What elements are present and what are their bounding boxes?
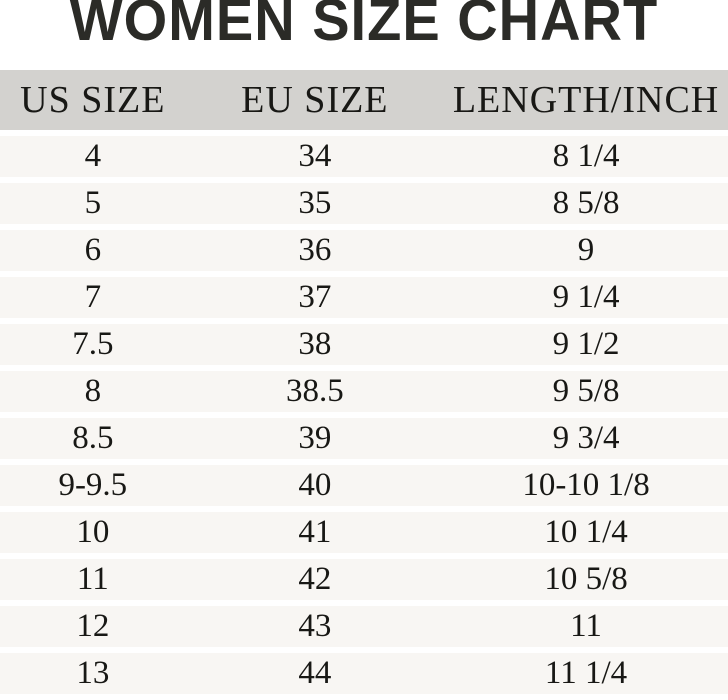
table-cell: 43 (185, 606, 445, 647)
table-cell: 37 (185, 277, 445, 318)
table-row: 6 36 9 (0, 230, 728, 271)
column-header-us-size: US SIZE (0, 70, 186, 130)
column-header-eu-size: EU SIZE (185, 70, 445, 130)
table-cell: 8 (0, 371, 186, 412)
table-cell: 40 (185, 465, 445, 506)
table-row: 10 41 10 1/4 (0, 512, 728, 553)
table-cell: 38.5 (185, 371, 445, 412)
table-cell: 35 (185, 183, 445, 224)
column-header-length-inch: LENGTH/INCH (444, 70, 728, 130)
table-cell: 8.5 (0, 418, 186, 459)
table-cell: 6 (0, 230, 186, 271)
table-cell: 36 (185, 230, 445, 271)
table-row: 4 34 8 1/4 (0, 136, 728, 177)
header-row: US SIZE EU SIZE LENGTH/INCH (0, 70, 728, 130)
table-cell: 9 (444, 230, 728, 271)
table-cell: 41 (185, 512, 445, 553)
table-cell: 44 (185, 653, 445, 694)
table-row: 12 43 11 (0, 606, 728, 647)
table-row: 8 38.5 9 5/8 (0, 371, 728, 412)
table-cell: 9-9.5 (0, 465, 186, 506)
table-cell: 13 (0, 653, 186, 694)
table-row: 7.5 38 9 1/2 (0, 324, 728, 365)
table-cell: 39 (185, 418, 445, 459)
table-cell: 38 (185, 324, 445, 365)
table-cell: 9 3/4 (444, 418, 728, 459)
table-cell: 7.5 (0, 324, 186, 365)
table-cell: 10 5/8 (444, 559, 728, 600)
table-cell: 9 1/4 (444, 277, 728, 318)
table-cell: 11 (444, 606, 728, 647)
table-row: 5 35 8 5/8 (0, 183, 728, 224)
table-cell: 11 (0, 559, 186, 600)
size-table-body: 4 34 8 1/4 5 35 8 5/8 6 36 9 7 37 9 1/4 7.5 38 9 1/2 8 3… (0, 136, 728, 694)
size-table-header: US SIZE EU SIZE LENGTH/INCH (0, 70, 728, 130)
table-cell: 42 (185, 559, 445, 600)
table-row: 11 42 10 5/8 (0, 559, 728, 600)
table-row: 13 44 11 1/4 (0, 653, 728, 694)
table-cell: 9 5/8 (444, 371, 728, 412)
table-row: 9-9.5 40 10-10 1/8 (0, 465, 728, 506)
table-cell: 11 1/4 (444, 653, 728, 694)
table-cell: 8 1/4 (444, 136, 728, 177)
size-chart-table: US SIZE EU SIZE LENGTH/INCH 4 34 8 1/4 5 35 8… (0, 64, 728, 700)
table-cell: 34 (185, 136, 445, 177)
table-cell: 8 5/8 (444, 183, 728, 224)
table-cell: 12 (0, 606, 186, 647)
table-row: 7 37 9 1/4 (0, 277, 728, 318)
table-cell: 10-10 1/8 (444, 465, 728, 506)
table-cell: 5 (0, 183, 186, 224)
table-cell: 9 1/2 (444, 324, 728, 365)
table-cell: 10 1/4 (444, 512, 728, 553)
table-cell: 10 (0, 512, 186, 553)
table-row: 8.5 39 9 3/4 (0, 418, 728, 459)
table-cell: 4 (0, 136, 186, 177)
page-title: WOMEN SIZE CHART (69, 0, 659, 53)
table-cell: 7 (0, 277, 186, 318)
